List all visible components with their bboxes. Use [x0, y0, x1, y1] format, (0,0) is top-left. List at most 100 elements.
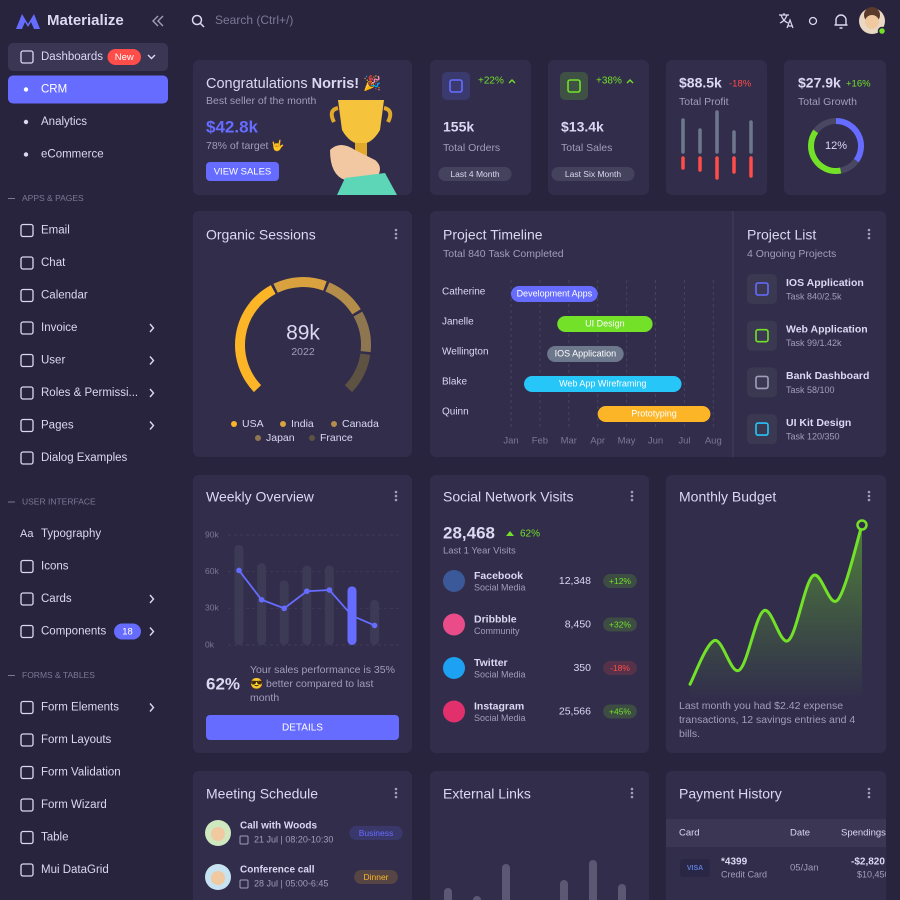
menu-dot[interactable] [867, 490, 871, 494]
change: +16% [846, 79, 871, 90]
active-item[interactable] [8, 75, 168, 104]
y-tick-label: 90k [205, 529, 219, 539]
legend-dot [255, 435, 261, 441]
legend-dot [231, 421, 237, 427]
notification-icon[interactable] [834, 14, 848, 29]
menu-dot[interactable] [394, 490, 398, 494]
menu-dot[interactable] [630, 795, 634, 799]
menu-dot[interactable] [630, 791, 634, 795]
menu-label[interactable]: Dialog Examples [41, 452, 128, 464]
button[interactable] [206, 162, 279, 181]
badge-label: 18 [122, 627, 133, 638]
bar [589, 860, 597, 900]
chip-label: +45% [609, 706, 631, 716]
menu-dot[interactable] [630, 490, 634, 494]
project-icon [747, 320, 777, 351]
menu-dot[interactable] [630, 498, 634, 502]
sidebar [0, 0, 180, 900]
menu-dot[interactable] [867, 236, 871, 240]
bar-label: UI Design [585, 318, 625, 328]
menu-dot[interactable] [394, 791, 398, 795]
menu-label[interactable]: Table [41, 832, 69, 844]
donut-segment [808, 129, 842, 174]
menu-dot[interactable] [867, 228, 871, 232]
menu-dot[interactable] [867, 232, 871, 236]
up-caret [508, 79, 516, 84]
change: +38% [596, 76, 622, 87]
chevron [149, 703, 155, 712]
menu-label[interactable]: Email [41, 225, 70, 237]
search-input[interactable]: Search (Ctrl+/) [215, 13, 293, 27]
menu-dot[interactable] [867, 494, 871, 498]
menu-label[interactable]: Invoice [41, 322, 77, 334]
menu-dot[interactable] [867, 498, 871, 502]
avatar-face [211, 871, 225, 885]
menu-label[interactable]: CRM [41, 84, 67, 96]
project-glyph [755, 328, 769, 343]
menu-dot[interactable] [394, 498, 398, 502]
stat-value: 155k [443, 119, 474, 135]
menu-dot[interactable] [630, 787, 634, 791]
menu-label[interactable]: Cards [41, 593, 72, 605]
menu-label[interactable]: Pages [41, 420, 74, 432]
sleeve [337, 173, 397, 195]
collapse-icon[interactable] [152, 15, 164, 27]
menu-dot[interactable] [867, 791, 871, 795]
menu-label[interactable]: Mui DataGrid [41, 864, 109, 876]
menu-dot[interactable] [394, 795, 398, 799]
menu-dot[interactable] [394, 236, 398, 240]
button-label[interactable]: VIEW SALES [214, 167, 272, 178]
search-icon-handle [199, 22, 205, 28]
translate-icon[interactable] [779, 13, 794, 29]
avatar-face [211, 827, 225, 841]
menu-label[interactable]: Form Layouts [41, 734, 112, 746]
menu-label[interactable]: Form Elements [41, 702, 119, 714]
bar [370, 599, 380, 645]
line-point [236, 567, 242, 574]
chip-label: Dinner [363, 872, 388, 882]
menu-label[interactable]: Chat [41, 257, 66, 269]
label: Total Sales [561, 142, 612, 154]
month-label: Feb [532, 436, 548, 447]
bullet [23, 119, 29, 125]
menu-icon [20, 256, 34, 270]
meeting-title: Call with Woods [240, 821, 317, 832]
menu-dot[interactable] [394, 787, 398, 791]
menu-icon [20, 733, 34, 747]
menu-label[interactable]: Form Validation [41, 767, 121, 779]
chevron [149, 388, 155, 398]
menu-dot[interactable] [867, 795, 871, 799]
menu-label[interactable]: Typography [41, 528, 101, 540]
menu-label[interactable]: Icons [41, 561, 69, 573]
menu-label[interactable]: User [41, 355, 65, 367]
organic-card [193, 211, 412, 457]
button-label[interactable]: DETAILS [282, 723, 323, 734]
menu-label[interactable]: Dashboards [41, 51, 103, 63]
amount: -$2,820 [851, 857, 885, 868]
card-title: Meeting Schedule [206, 786, 318, 802]
button[interactable] [206, 715, 399, 740]
menu-label[interactable]: eCommerce [41, 149, 104, 161]
chevron [149, 323, 155, 333]
bar [302, 565, 312, 645]
menu-label[interactable]: Form Wizard [41, 799, 107, 811]
legend-label: France [320, 432, 353, 444]
bullet [23, 152, 29, 157]
menu-label[interactable]: Calendar [41, 290, 88, 302]
menu-icon [20, 386, 34, 400]
menu-label[interactable]: Components [41, 626, 106, 638]
social-name: Twitter [474, 657, 508, 669]
menu-dot[interactable] [394, 494, 398, 498]
bar [560, 880, 568, 900]
menu-dot[interactable] [867, 787, 871, 791]
menu-dot[interactable] [630, 494, 634, 498]
theme-icon[interactable] [808, 16, 818, 26]
menu-dot[interactable] [394, 228, 398, 232]
card-title: Project Timeline [443, 227, 543, 243]
menu-dot[interactable] [394, 232, 398, 236]
menu-label[interactable]: Roles & Permissi... [41, 387, 138, 399]
stat-icon-glyph [567, 79, 581, 93]
menu-label[interactable]: Analytics [41, 116, 87, 128]
